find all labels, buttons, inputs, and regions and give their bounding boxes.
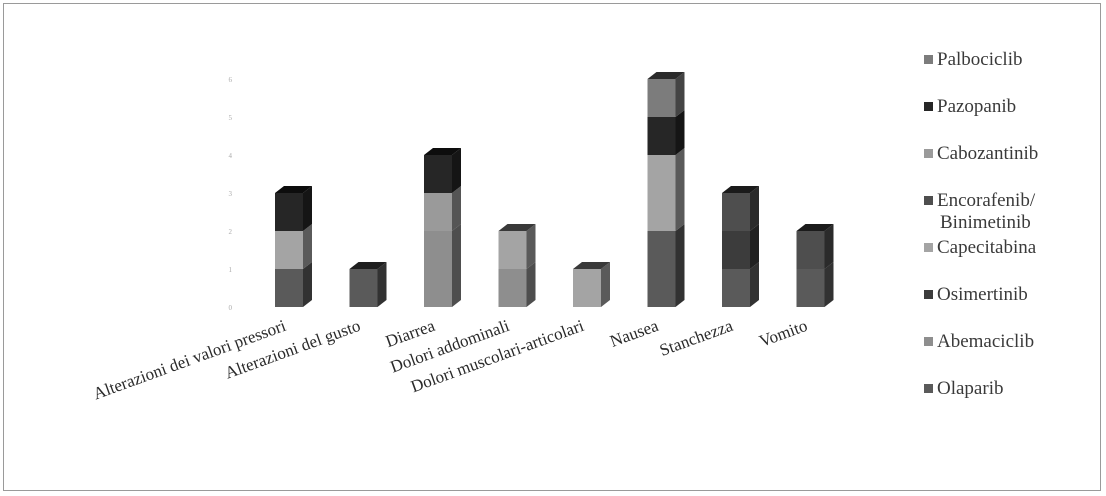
legend-swatch bbox=[924, 149, 933, 158]
legend-item: Capecitabina bbox=[924, 237, 1037, 258]
legend-item: Pazopanib bbox=[924, 96, 1016, 117]
y-tick-label: 2 bbox=[229, 228, 233, 236]
category-label: Stanchezza bbox=[657, 316, 736, 360]
bar-segment bbox=[722, 224, 759, 269]
y-tick-label: 1 bbox=[229, 266, 233, 274]
legend-item: Osimertinib bbox=[924, 284, 1028, 305]
y-tick-label: 5 bbox=[229, 114, 233, 122]
bar-segment bbox=[647, 148, 685, 231]
bar-top bbox=[796, 224, 834, 231]
y-tick-label: 4 bbox=[229, 152, 233, 160]
bar-segment bbox=[796, 262, 834, 307]
bar-segment bbox=[424, 148, 461, 193]
bar-segment bbox=[349, 262, 387, 307]
bar-segment bbox=[796, 224, 834, 269]
legend-label: Osimertinib bbox=[937, 284, 1028, 305]
bar-top bbox=[349, 262, 387, 269]
legend-label: Olaparib bbox=[937, 378, 1003, 399]
legend-label: Abemaciclib bbox=[937, 331, 1034, 352]
bar-top bbox=[647, 72, 685, 79]
bar-top bbox=[275, 186, 312, 193]
legend-swatch bbox=[924, 196, 933, 205]
legend-swatch bbox=[924, 337, 933, 346]
bar-segment bbox=[722, 186, 759, 231]
bar-top bbox=[498, 224, 536, 231]
bar-segment bbox=[647, 224, 685, 307]
bar-segment bbox=[722, 262, 759, 307]
bar-top bbox=[573, 262, 610, 269]
y-axis-ticks: 0 1 2 3 4 5 6 bbox=[229, 76, 233, 312]
legend-label: Cabozantinib bbox=[937, 143, 1038, 164]
legend-swatch bbox=[924, 243, 933, 252]
bar-segment bbox=[275, 186, 312, 231]
bar-segment bbox=[424, 186, 461, 231]
legend-item: Palbociclib bbox=[924, 49, 1022, 70]
bar-top bbox=[424, 148, 461, 155]
legend: Palbociclib Pazopanib Cabozantinib Encorafe… bbox=[924, 49, 1038, 399]
legend-label: Pazopanib bbox=[937, 96, 1016, 117]
chart-frame bbox=[3, 3, 1101, 491]
legend-item: Cabozantinib bbox=[924, 143, 1038, 164]
legend-label: Encorafenib/ bbox=[937, 190, 1036, 211]
x-axis-categories: Alterazioni dei valori pressoriAlterazio… bbox=[91, 316, 810, 404]
bar-segment bbox=[498, 262, 536, 307]
bar-segment bbox=[424, 224, 461, 307]
legend-swatch bbox=[924, 102, 933, 111]
bar-segment bbox=[498, 224, 536, 269]
y-tick-label: 3 bbox=[229, 190, 233, 198]
legend-item: Abemaciclib bbox=[924, 331, 1034, 352]
bar-area bbox=[275, 72, 834, 307]
y-tick-label: 6 bbox=[229, 76, 233, 84]
y-tick-label: 0 bbox=[229, 304, 233, 312]
legend-swatch bbox=[924, 55, 933, 64]
bar-segment bbox=[275, 224, 312, 269]
category-label: Nausea bbox=[607, 316, 661, 351]
legend-label-line2: Binimetinib bbox=[940, 212, 1031, 233]
legend-swatch bbox=[924, 290, 933, 299]
legend-swatch bbox=[924, 384, 933, 393]
legend-item: Olaparib bbox=[924, 378, 1003, 399]
bar-segment bbox=[573, 262, 610, 307]
legend-label: Capecitabina bbox=[937, 237, 1037, 258]
legend-item: Encorafenib/Binimetinib bbox=[924, 190, 1036, 233]
bar-segment bbox=[647, 72, 685, 117]
bar-segment bbox=[647, 110, 685, 155]
bar-segment bbox=[275, 262, 312, 307]
bar-top bbox=[722, 186, 759, 193]
legend-label: Palbociclib bbox=[937, 49, 1022, 70]
category-label: Vomito bbox=[757, 316, 810, 351]
